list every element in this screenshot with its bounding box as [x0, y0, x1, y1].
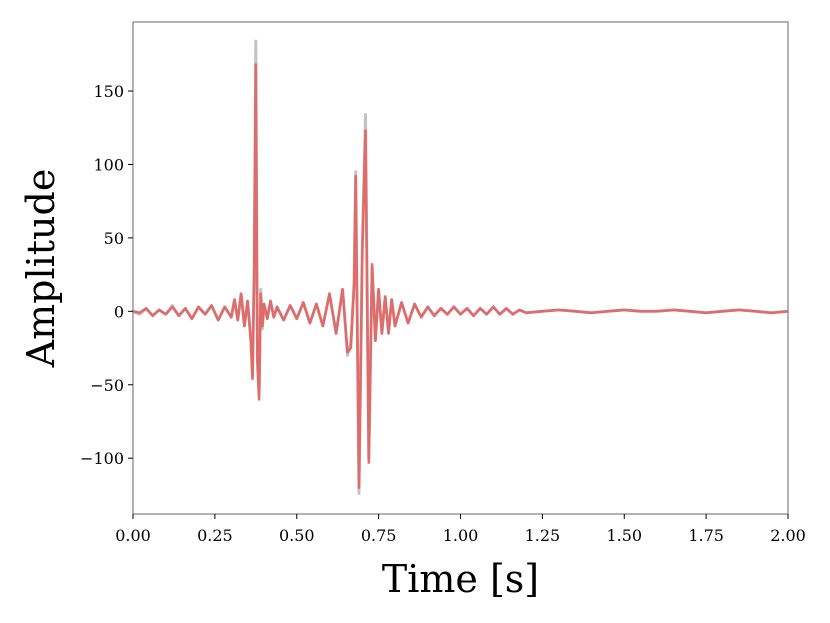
y-axis-ticks: −100 −50 0 50 100 150: [80, 82, 133, 468]
series-line-2: [132, 63, 789, 489]
x-tick-label: 2.00: [770, 526, 806, 545]
y-tick-label: 150: [93, 82, 124, 101]
x-axis-label: Time [s]: [382, 557, 539, 601]
y-tick-label: 0: [114, 302, 124, 321]
x-tick-label: 1.75: [688, 526, 724, 545]
plot-frame: [132, 21, 789, 515]
plot-area: [132, 39, 789, 495]
x-tick-label: 0.00: [115, 526, 151, 545]
series-line-1: [132, 39, 789, 495]
x-tick-label: 0.25: [197, 526, 233, 545]
y-tick-label: 50: [104, 229, 124, 248]
x-axis-ticks: 0.00 0.25 0.50 0.75 1.00 1.25 1.50 1.75 2.00: [115, 514, 806, 545]
y-axis-label: Amplitude: [19, 169, 63, 369]
y-tick-label: −50: [90, 376, 124, 395]
x-tick-label: 1.25: [525, 526, 561, 545]
x-tick-label: 1.50: [606, 526, 642, 545]
x-tick-label: 1.00: [443, 526, 479, 545]
y-tick-label: −100: [80, 449, 124, 468]
x-tick-label: 0.75: [361, 526, 397, 545]
x-tick-label: 0.50: [279, 526, 315, 545]
y-tick-label: 100: [93, 155, 124, 174]
